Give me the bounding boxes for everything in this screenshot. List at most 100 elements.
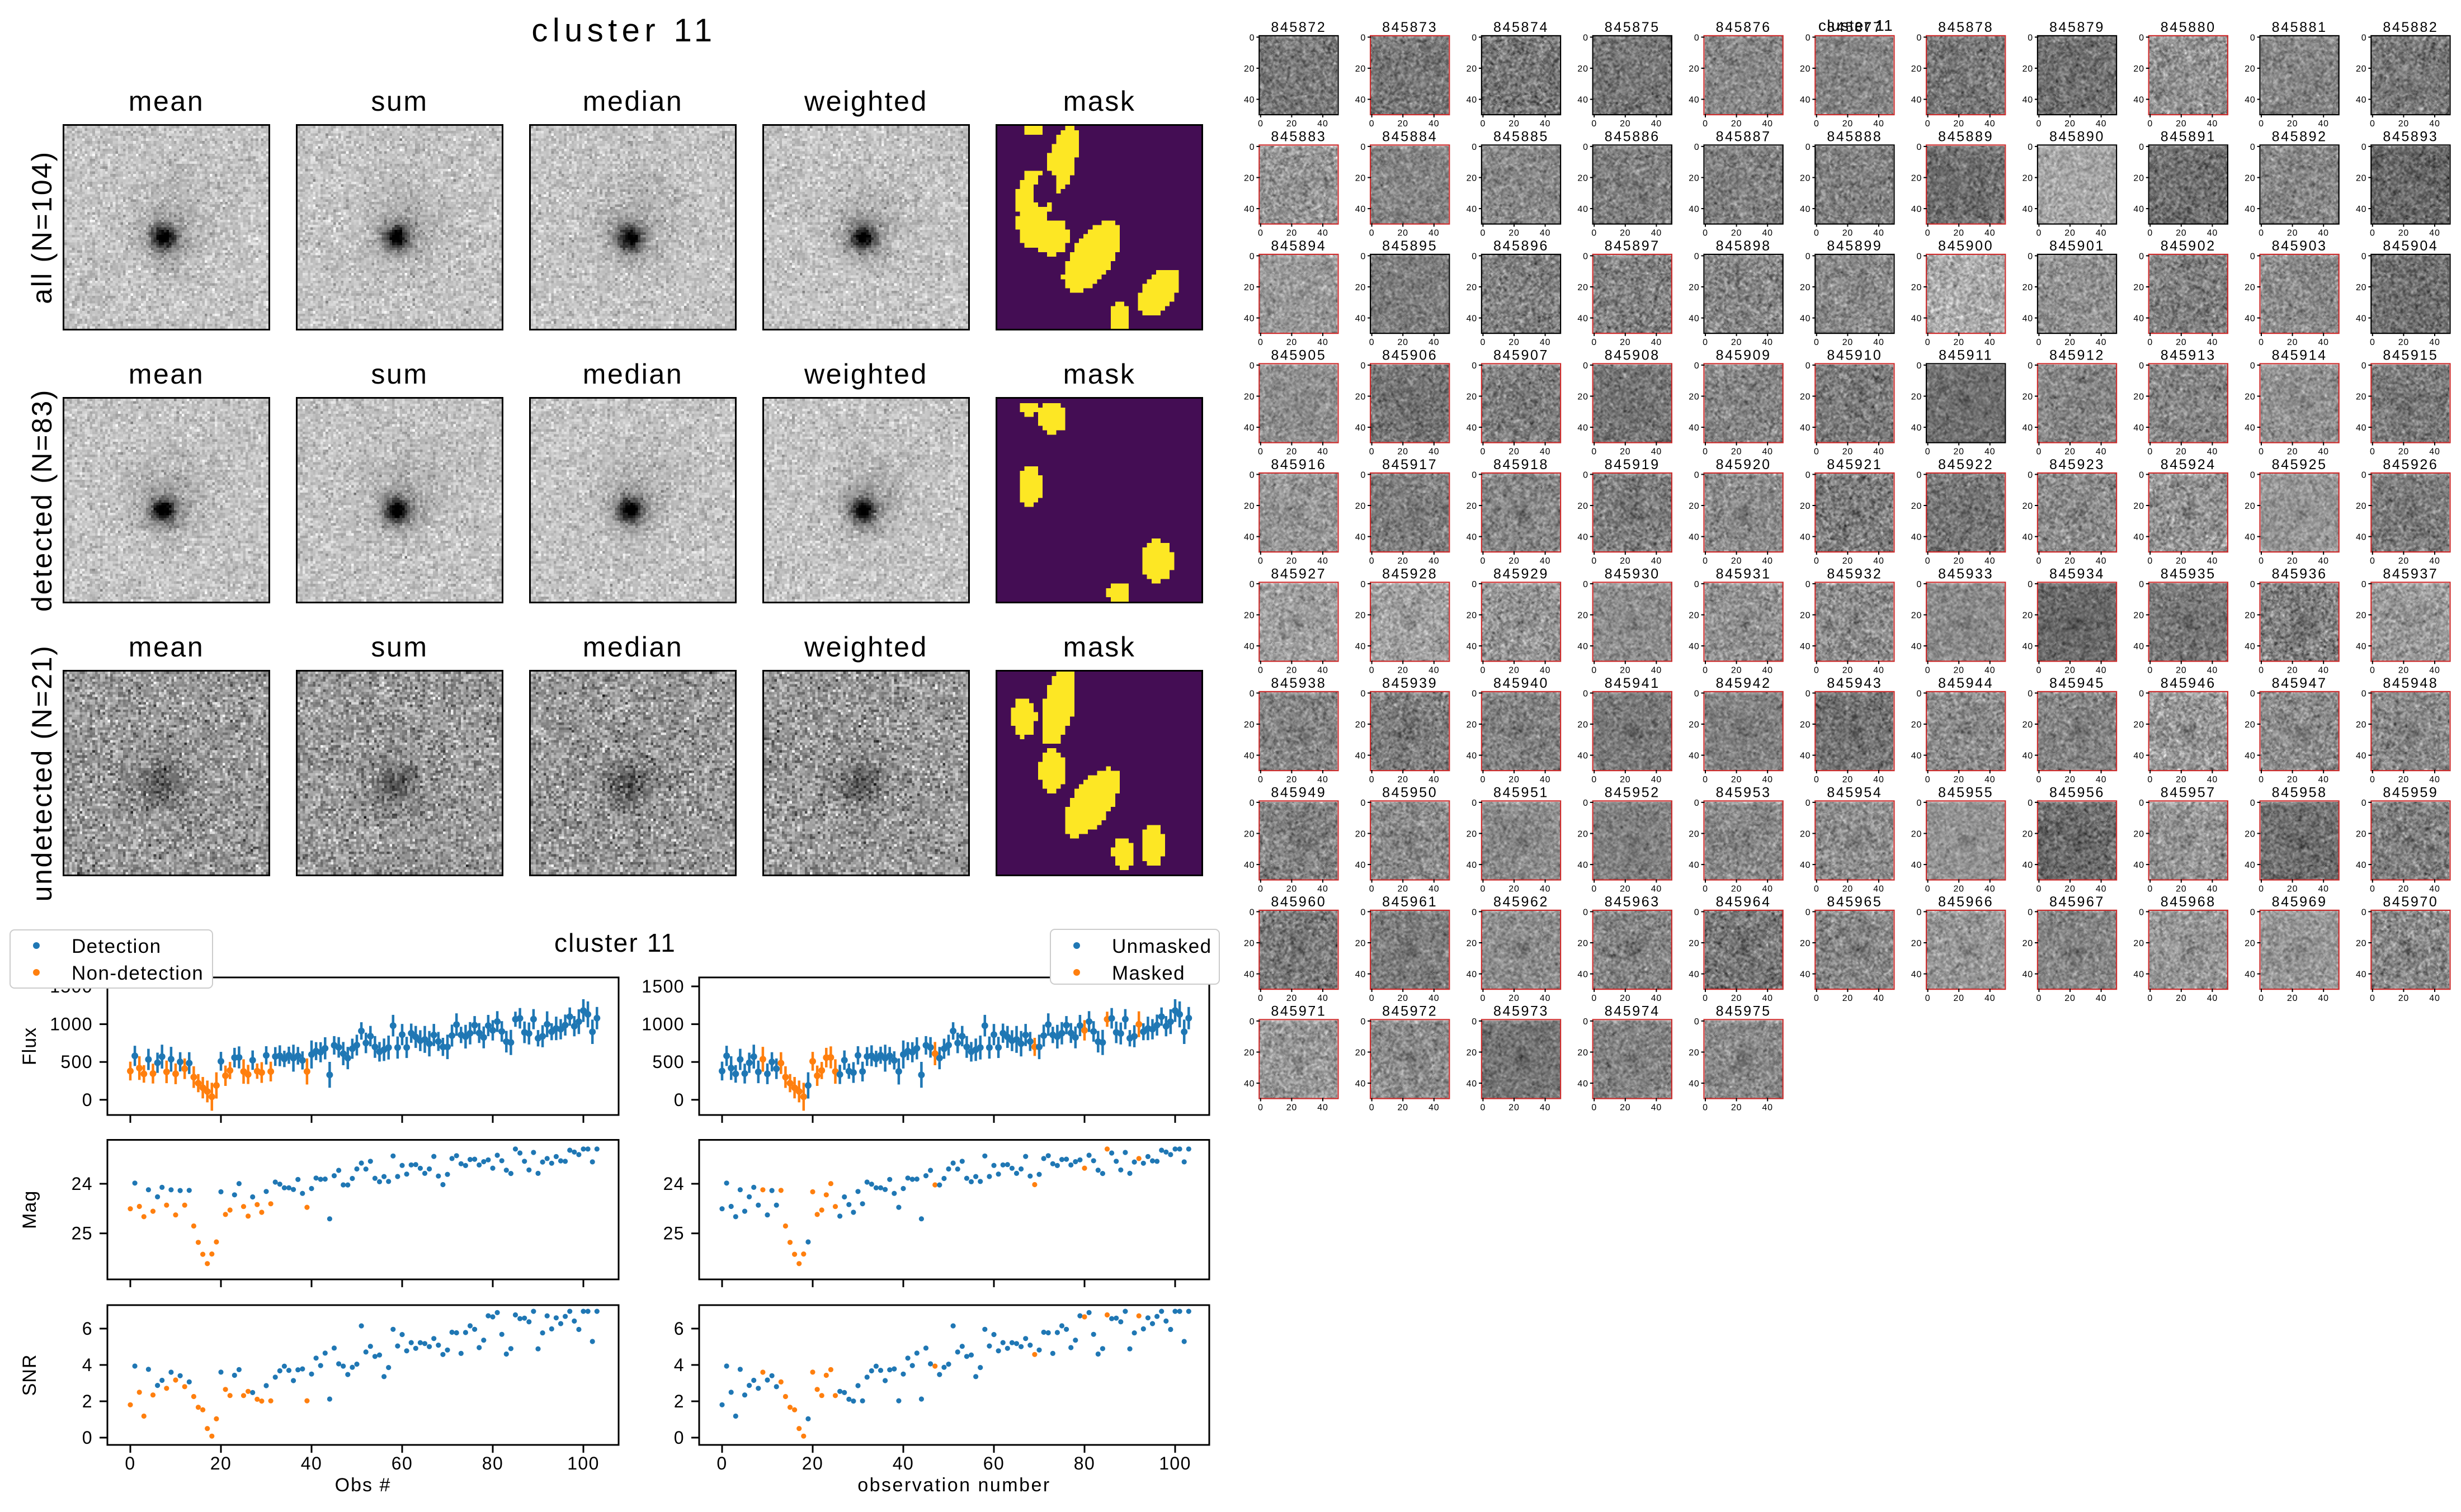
svg-text:0: 0 (2139, 580, 2144, 589)
svg-text:40: 40 (1651, 229, 1662, 238)
svg-text:845877: 845877 (1827, 20, 1882, 35)
svg-text:20: 20 (1800, 174, 1811, 183)
svg-text:0: 0 (1591, 556, 1597, 566)
svg-text:20: 20 (1620, 994, 1630, 1003)
svg-text:40: 40 (1651, 447, 1662, 457)
svg-text:0: 0 (2361, 252, 2367, 261)
svg-text:20: 20 (1577, 502, 1588, 511)
svg-text:0: 0 (2259, 556, 2264, 566)
svg-text:845875: 845875 (1605, 20, 1660, 35)
svg-text:40: 40 (1467, 314, 1477, 324)
svg-text:40: 40 (1873, 119, 1884, 129)
svg-text:845952: 845952 (1605, 785, 1660, 801)
svg-text:845905: 845905 (1271, 348, 1326, 363)
svg-text:845910: 845910 (1827, 348, 1882, 363)
svg-text:0: 0 (1258, 885, 1263, 894)
svg-text:20: 20 (2022, 502, 2033, 511)
svg-text:20: 20 (1911, 283, 1922, 292)
svg-text:0: 0 (2028, 580, 2033, 589)
svg-text:40: 40 (1540, 447, 1550, 457)
svg-text:0: 0 (1360, 252, 1366, 261)
svg-text:40: 40 (1762, 666, 1772, 675)
svg-text:845942: 845942 (1716, 675, 1771, 691)
svg-text:0: 0 (1583, 33, 1588, 42)
svg-text:0: 0 (2036, 338, 2042, 347)
svg-text:20: 20 (1577, 720, 1588, 730)
svg-text:845939: 845939 (1382, 675, 1437, 691)
svg-text:20: 20 (1508, 666, 1519, 675)
svg-text:40: 40 (1355, 533, 1366, 542)
svg-text:845899: 845899 (1827, 238, 1882, 254)
svg-text:40: 40 (1244, 970, 1255, 980)
svg-text:observation number: observation number (857, 1475, 1051, 1496)
svg-text:20: 20 (1467, 283, 1477, 292)
svg-text:20: 20 (2398, 447, 2409, 457)
svg-text:0: 0 (1703, 119, 1708, 129)
svg-text:845964: 845964 (1716, 894, 1771, 910)
svg-text:40: 40 (893, 1453, 914, 1473)
svg-text:20: 20 (1689, 611, 1699, 621)
svg-text:40: 40 (1689, 1079, 1699, 1089)
svg-text:0: 0 (1925, 556, 1931, 566)
svg-text:mean: mean (129, 358, 204, 390)
svg-text:40: 40 (2133, 423, 2144, 433)
svg-text:845885: 845885 (1493, 129, 1549, 145)
svg-text:40: 40 (2096, 229, 2106, 238)
svg-text:0: 0 (1805, 470, 1811, 480)
svg-text:Detection: Detection (72, 935, 161, 957)
svg-text:0: 0 (1481, 119, 1486, 129)
svg-text:20: 20 (1286, 994, 1297, 1003)
svg-text:20: 20 (1244, 174, 1255, 183)
svg-text:845921: 845921 (1827, 457, 1882, 472)
svg-text:845882: 845882 (2383, 20, 2438, 35)
svg-text:20: 20 (1467, 64, 1477, 74)
svg-text:0: 0 (2139, 33, 2144, 42)
svg-text:Non-detection: Non-detection (72, 962, 204, 984)
svg-text:0: 0 (2036, 994, 2042, 1003)
svg-text:40: 40 (2022, 970, 2033, 980)
svg-text:0: 0 (1814, 666, 1819, 675)
svg-text:20: 20 (2064, 556, 2075, 566)
svg-text:20: 20 (1842, 666, 1853, 675)
svg-text:0: 0 (1360, 143, 1366, 152)
svg-text:40: 40 (1800, 423, 1811, 433)
svg-text:0: 0 (2259, 229, 2264, 238)
svg-text:845953: 845953 (1716, 785, 1771, 801)
svg-text:40: 40 (1577, 970, 1588, 980)
svg-text:20: 20 (1911, 611, 1922, 621)
svg-text:845890: 845890 (2049, 129, 2105, 145)
svg-text:0: 0 (2361, 798, 2367, 808)
svg-text:40: 40 (1317, 229, 1328, 238)
svg-text:40: 40 (1244, 314, 1255, 324)
svg-text:0: 0 (1814, 885, 1819, 894)
svg-text:0: 0 (2028, 252, 2033, 261)
svg-text:40: 40 (2207, 229, 2218, 238)
svg-text:40: 40 (1467, 533, 1477, 542)
svg-text:20: 20 (1577, 283, 1588, 292)
svg-text:20: 20 (1953, 447, 1964, 457)
svg-text:0: 0 (2250, 689, 2256, 698)
svg-text:20: 20 (1800, 502, 1811, 511)
svg-text:845949: 845949 (1271, 785, 1326, 801)
svg-text:40: 40 (2133, 861, 2144, 870)
svg-text:40: 40 (1800, 861, 1811, 870)
svg-text:0: 0 (1583, 470, 1588, 480)
svg-text:20: 20 (1286, 1103, 1297, 1113)
svg-text:845935: 845935 (2161, 566, 2216, 582)
svg-text:40: 40 (2022, 861, 2033, 870)
svg-text:0: 0 (1703, 775, 1708, 785)
svg-text:0: 0 (1360, 470, 1366, 480)
svg-text:20: 20 (2398, 229, 2409, 238)
svg-text:20: 20 (1731, 229, 1742, 238)
svg-text:845876: 845876 (1716, 20, 1771, 35)
svg-text:20: 20 (1689, 393, 1699, 402)
svg-text:0: 0 (1916, 908, 1922, 917)
svg-text:20: 20 (2176, 666, 2186, 675)
svg-text:0: 0 (1925, 338, 1931, 347)
svg-text:40: 40 (1651, 1103, 1662, 1113)
svg-text:20: 20 (1953, 119, 1964, 129)
svg-text:20: 20 (1244, 393, 1255, 402)
svg-text:40: 40 (2318, 119, 2328, 129)
svg-text:40: 40 (1800, 752, 1811, 761)
svg-text:40: 40 (2356, 970, 2366, 980)
